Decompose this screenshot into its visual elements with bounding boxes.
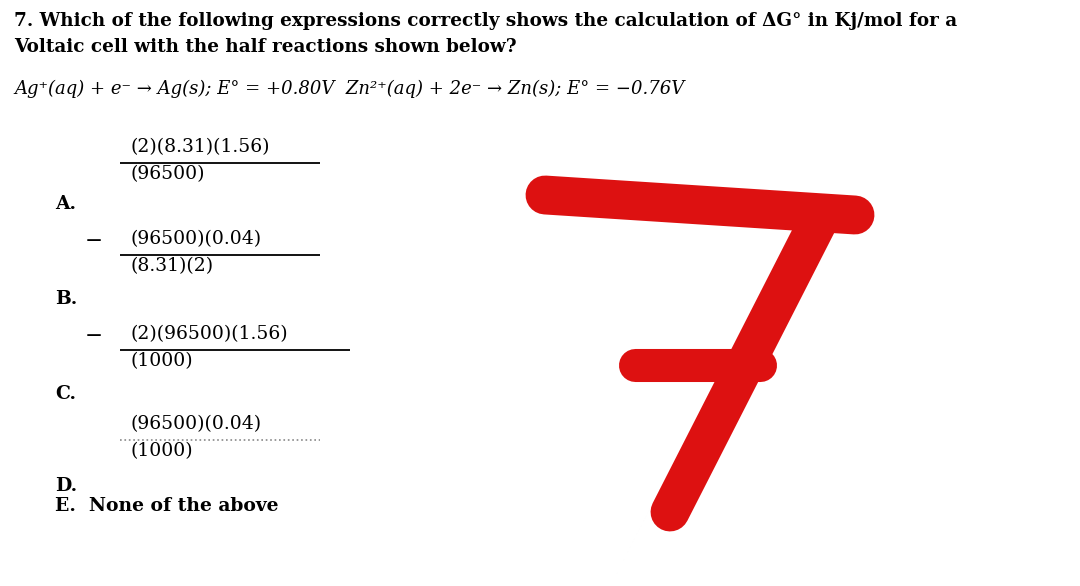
Text: (8.31)(2): (8.31)(2) [130, 257, 213, 275]
Text: (96500): (96500) [130, 165, 204, 183]
Text: −: − [85, 230, 103, 252]
Text: A.: A. [55, 195, 76, 213]
Text: Voltaic cell with the half reactions shown below?: Voltaic cell with the half reactions sho… [14, 38, 516, 56]
Text: (2)(96500)(1.56): (2)(96500)(1.56) [130, 325, 287, 343]
Text: 7. Which of the following expressions correctly shows the calculation of ΔG° in : 7. Which of the following expressions co… [14, 12, 957, 30]
Text: (1000): (1000) [130, 352, 192, 370]
Text: D.: D. [55, 477, 77, 495]
Text: −: − [85, 325, 103, 347]
Text: (96500)(0.04): (96500)(0.04) [130, 230, 261, 248]
Text: Ag⁺(aq) + e⁻ → Ag(s); E° = +0.80V  Zn²⁺(aq) + 2e⁻ → Zn(s); E° = −0.76V: Ag⁺(aq) + e⁻ → Ag(s); E° = +0.80V Zn²⁺(a… [14, 80, 685, 98]
Text: B.: B. [55, 290, 78, 308]
Text: (2)(8.31)(1.56): (2)(8.31)(1.56) [130, 138, 270, 156]
Text: E.  None of the above: E. None of the above [55, 497, 279, 515]
Text: C.: C. [55, 385, 76, 403]
Text: (96500)(0.04): (96500)(0.04) [130, 415, 261, 433]
Text: (1000): (1000) [130, 442, 192, 460]
